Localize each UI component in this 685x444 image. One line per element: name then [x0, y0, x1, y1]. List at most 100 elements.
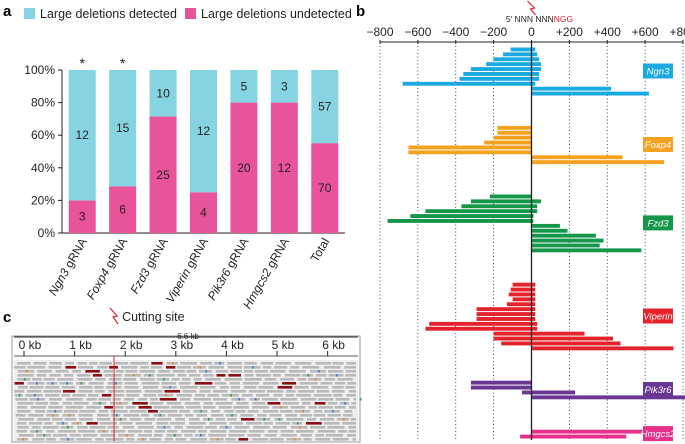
read-deletion — [166, 366, 176, 369]
read — [242, 394, 253, 397]
legend: Large deletions detected Large deletions… — [24, 7, 352, 21]
read — [243, 370, 254, 373]
read — [303, 438, 312, 441]
read — [167, 414, 183, 417]
read — [194, 394, 206, 397]
read — [244, 378, 262, 381]
read — [290, 406, 306, 409]
deletion-bar — [497, 130, 532, 135]
read — [252, 402, 266, 405]
read — [158, 370, 171, 373]
read — [227, 366, 243, 369]
read — [46, 430, 55, 433]
deletion-bar — [531, 233, 596, 238]
legend-label-undetected: Large deletions undetected — [201, 7, 352, 21]
ruler-label: 6 kb — [322, 338, 345, 352]
read — [345, 374, 356, 377]
read — [299, 382, 318, 385]
read-mismatch — [219, 362, 221, 365]
category-gene: Viperin — [163, 266, 194, 305]
read-deletion — [62, 390, 76, 393]
read — [95, 438, 104, 441]
read-mismatch — [25, 370, 28, 373]
bar-detected — [230, 70, 258, 103]
gene-label: Fzd3 — [647, 218, 669, 229]
ruler-label: 5 kb — [272, 338, 295, 352]
read — [166, 402, 182, 405]
read — [208, 366, 224, 369]
deletion-bar — [510, 47, 536, 52]
read — [348, 406, 356, 409]
read — [262, 410, 279, 413]
read — [182, 390, 197, 393]
read — [214, 382, 226, 385]
read — [263, 382, 279, 385]
read — [110, 430, 126, 433]
read-mismatch — [103, 430, 105, 433]
deletion-bar — [531, 429, 661, 434]
read-mismatch — [200, 410, 202, 413]
deletion-bar — [501, 341, 621, 346]
read — [89, 362, 98, 365]
deletion-bar — [463, 72, 540, 76]
read — [175, 418, 185, 421]
read — [290, 366, 300, 369]
read — [205, 378, 221, 381]
ruler-label: 1 kb — [69, 338, 92, 352]
read — [270, 370, 286, 373]
read — [315, 434, 324, 437]
category-suffix: gRNA — [141, 236, 171, 274]
read — [17, 426, 29, 429]
read — [18, 434, 34, 437]
read — [137, 426, 154, 429]
read-mismatch — [302, 410, 304, 413]
read — [99, 362, 112, 365]
read — [235, 410, 246, 413]
read — [129, 410, 147, 413]
read — [314, 410, 323, 413]
span-label: 6.6 kb — [177, 332, 199, 341]
read — [144, 418, 156, 421]
read — [331, 390, 345, 393]
deletion-bar — [476, 312, 536, 316]
significance-star: * — [79, 55, 85, 71]
bar-undetected — [68, 200, 96, 233]
deletion-bar — [410, 214, 534, 218]
read — [298, 390, 315, 393]
sequence-prefix: 5′ NNN NNN — [506, 14, 554, 24]
read — [79, 386, 93, 389]
read-mismatch — [238, 398, 240, 401]
gene-label-box — [643, 137, 673, 152]
read — [72, 370, 81, 373]
read — [164, 438, 174, 441]
y-tick-label: 80% — [31, 96, 55, 110]
category-suffix: gRNA — [100, 236, 130, 274]
read — [107, 426, 119, 429]
read-mismatch — [163, 426, 166, 429]
read — [52, 418, 63, 421]
read — [184, 402, 200, 405]
y-tick-label: 40% — [31, 161, 55, 175]
read — [112, 418, 127, 421]
read-deletion — [241, 418, 255, 421]
read-deletion — [277, 386, 293, 389]
read — [332, 362, 344, 365]
deletion-bar — [429, 321, 538, 326]
read — [318, 406, 333, 409]
read — [199, 390, 211, 393]
read — [197, 430, 207, 433]
read-mismatch — [22, 438, 25, 441]
deletion-bar — [476, 307, 536, 312]
read-mismatch — [115, 414, 118, 417]
read — [324, 422, 340, 425]
deletion-bar — [531, 248, 642, 253]
read — [224, 410, 234, 413]
x-tick-label: +200 — [556, 25, 583, 39]
category-label: Pik3r6 gRNA — [205, 236, 252, 303]
gene-label: Hmgcs2 — [641, 429, 677, 440]
read — [115, 406, 124, 409]
read — [17, 374, 34, 377]
deletion-bar — [493, 331, 585, 336]
read — [32, 378, 42, 381]
read — [49, 402, 59, 405]
